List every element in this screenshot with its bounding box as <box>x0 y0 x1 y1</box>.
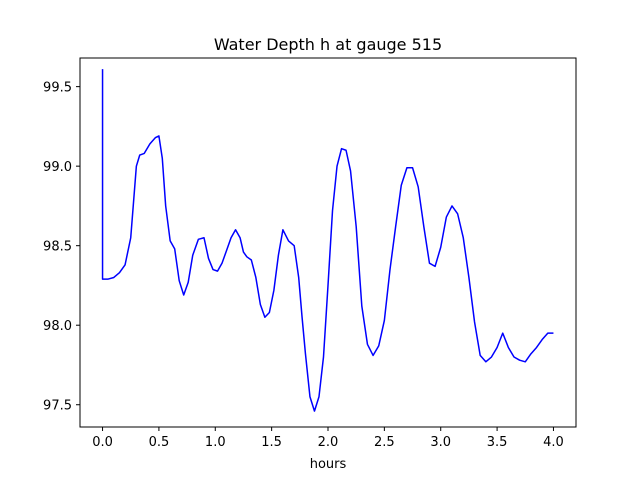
x-tick-label: 2.0 <box>318 435 339 450</box>
series-line-0 <box>101 69 554 412</box>
x-tick-label: 0.0 <box>92 435 113 450</box>
chart-title: Water Depth h at gauge 515 <box>214 35 442 54</box>
x-axis: 0.0 0.5 1.0 1.5 2.0 2.5 3.0 3.5 4.0 <box>92 427 564 450</box>
plot-area <box>101 69 554 412</box>
x-tick-label: 2.5 <box>374 435 395 450</box>
y-tick-label: 98.5 <box>43 240 72 255</box>
x-axis-label: hours <box>310 457 347 472</box>
y-tick-label: 99.0 <box>43 160 72 175</box>
x-tick-label: 1.0 <box>205 435 226 450</box>
x-tick-label: 3.0 <box>430 435 451 450</box>
x-tick-label: 0.5 <box>149 435 170 450</box>
x-tick-label: 4.0 <box>543 435 564 450</box>
y-tick-label: 98.0 <box>43 319 72 334</box>
y-axis: 97.5 98.0 98.5 99.0 99.5 <box>43 81 80 414</box>
y-tick-label: 99.5 <box>43 81 72 96</box>
x-tick-label: 3.5 <box>487 435 508 450</box>
x-tick-label: 1.5 <box>261 435 282 450</box>
y-tick-label: 97.5 <box>43 399 72 414</box>
